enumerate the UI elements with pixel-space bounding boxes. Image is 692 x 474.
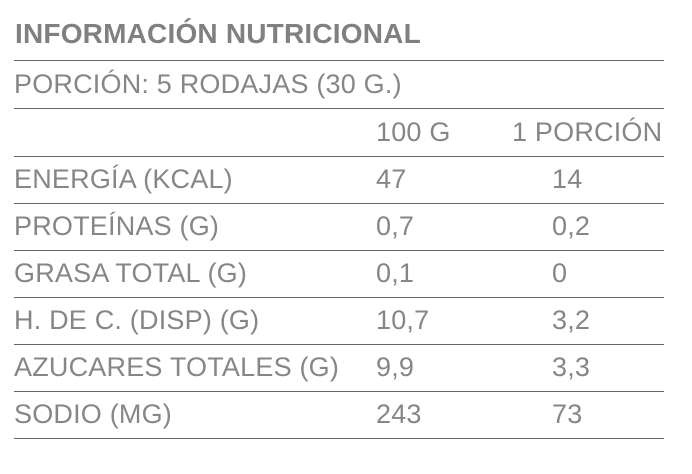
- table-row-proteinas: PROTEÍNAS (G) 0,7 0,2: [14, 203, 664, 251]
- row-label: PROTEÍNAS (G): [14, 203, 376, 251]
- page-title: INFORMACIÓN NUTRICIONAL: [14, 18, 664, 61]
- portion-text: PORCIÓN: 5 RODAJAS (30 G.): [14, 69, 402, 99]
- row-label: GRASA TOTAL (G): [14, 250, 376, 298]
- header-per-portion: 1 PORCIÓN: [512, 109, 664, 157]
- row-value-porcion: 73: [512, 391, 664, 439]
- row-value-porcion: 0: [512, 250, 664, 298]
- row-label: AZUCARES TOTALES (G): [14, 344, 376, 392]
- header-per-100g: 100 G: [376, 109, 512, 157]
- header-nutrient-empty: [14, 109, 376, 157]
- table-row-sodio: SODIO (MG) 243 73: [14, 391, 664, 439]
- row-label: SODIO (MG): [14, 391, 376, 439]
- row-value-100g: 10,7: [376, 297, 512, 345]
- row-value-100g: 0,7: [376, 203, 512, 251]
- row-value-porcion: 0,2: [512, 203, 664, 251]
- row-value-porcion: 3,3: [512, 344, 664, 392]
- row-value-100g: 0,1: [376, 250, 512, 298]
- row-value-porcion: 3,2: [512, 297, 664, 345]
- table-row-azucares-totales: AZUCARES TOTALES (G) 9,9 3,3: [14, 344, 664, 392]
- table-header-row: 100 G 1 PORCIÓN: [14, 109, 664, 157]
- row-value-porcion: 14: [512, 156, 664, 204]
- table-row-energia: ENERGÍA (KCAL) 47 14: [14, 156, 664, 204]
- nutrition-table: 100 G 1 PORCIÓN ENERGÍA (KCAL) 47 14 PRO…: [14, 109, 664, 439]
- row-label: ENERGÍA (KCAL): [14, 156, 376, 204]
- row-value-100g: 243: [376, 391, 512, 439]
- portion-row: PORCIÓN: 5 RODAJAS (30 G.): [14, 61, 664, 109]
- row-value-100g: 9,9: [376, 344, 512, 392]
- row-label: H. DE C. (DISP) (G): [14, 297, 376, 345]
- nutrition-label: INFORMACIÓN NUTRICIONAL PORCIÓN: 5 RODAJ…: [14, 18, 664, 439]
- row-value-100g: 47: [376, 156, 512, 204]
- table-row-grasa-total: GRASA TOTAL (G) 0,1 0: [14, 250, 664, 298]
- table-row-h-de-c: H. DE C. (DISP) (G) 10,7 3,2: [14, 297, 664, 345]
